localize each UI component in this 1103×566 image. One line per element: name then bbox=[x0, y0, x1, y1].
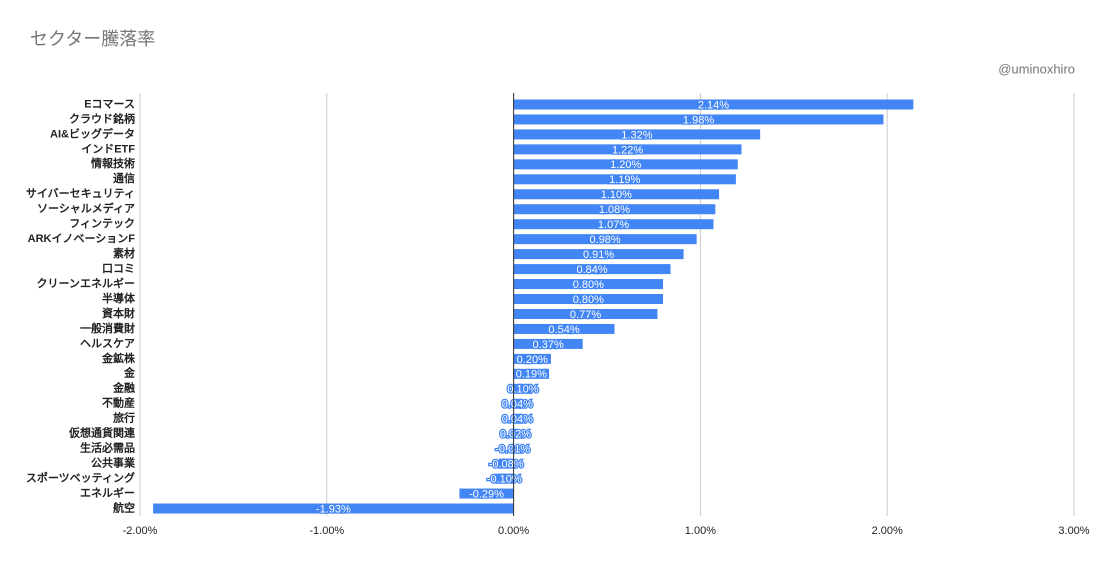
bar bbox=[513, 383, 533, 394]
y-tick-label: 情報技術 bbox=[91, 156, 135, 170]
value-label: 0.04% bbox=[502, 399, 533, 411]
bar bbox=[494, 473, 514, 484]
value-label: 2.14% bbox=[698, 99, 729, 111]
value-label: -0.01% bbox=[495, 444, 530, 456]
bar bbox=[513, 114, 884, 125]
y-tick-label: ARKイノベーションF bbox=[28, 232, 136, 245]
y-tick-label: 素材 bbox=[113, 246, 135, 260]
value-label: 1.10% bbox=[601, 189, 632, 201]
bar bbox=[498, 458, 514, 469]
bar bbox=[153, 503, 514, 514]
value-label: 0.02% bbox=[500, 429, 531, 441]
x-tick-label: 1.00% bbox=[685, 525, 716, 537]
bar bbox=[513, 398, 522, 409]
y-tick-label: 旅行 bbox=[113, 411, 135, 425]
value-label: 1.20% bbox=[610, 159, 641, 171]
value-label: 0.19% bbox=[516, 369, 547, 381]
value-label: 1.98% bbox=[683, 114, 714, 126]
y-tick-label: 不動産 bbox=[102, 396, 135, 410]
y-tick-label: ソーシャルメディア bbox=[37, 201, 135, 215]
bar bbox=[513, 264, 671, 275]
value-label: -0.08% bbox=[489, 459, 524, 471]
value-label: 0.80% bbox=[573, 294, 604, 306]
value-label: 0.54% bbox=[548, 324, 579, 336]
y-tick-label: エネルギー bbox=[80, 485, 135, 499]
y-tick-label: 一般消費財 bbox=[80, 321, 135, 335]
x-tick-label: -1.00% bbox=[309, 525, 344, 537]
bar bbox=[513, 159, 738, 170]
bar bbox=[513, 308, 658, 319]
y-tick-label: 仮想通貨関連 bbox=[68, 426, 136, 440]
value-label: 0.37% bbox=[533, 339, 564, 351]
bar bbox=[513, 189, 720, 200]
y-tick-label: スポーツベッティング bbox=[26, 470, 135, 484]
bar bbox=[513, 144, 742, 155]
value-label: 0.04% bbox=[502, 414, 533, 426]
y-tick-label: クラウド銘柄 bbox=[69, 111, 135, 125]
value-label: 1.19% bbox=[609, 174, 640, 186]
x-tick-label: 0.00% bbox=[498, 525, 529, 537]
value-label: 0.20% bbox=[517, 354, 548, 366]
chart-subtitle: @uminoxhiro bbox=[998, 61, 1075, 76]
value-label: 1.22% bbox=[612, 144, 643, 156]
x-tick-label: 3.00% bbox=[1058, 525, 1089, 537]
bar bbox=[513, 129, 761, 140]
y-tick-label: 口コミ bbox=[102, 262, 135, 275]
value-label: -0.10% bbox=[487, 473, 522, 485]
value-label: 1.07% bbox=[598, 219, 629, 231]
y-tick-label: 金融 bbox=[112, 381, 135, 395]
value-label: 1.32% bbox=[621, 129, 652, 141]
y-tick-label: 半導体 bbox=[102, 291, 136, 305]
y-tick-label: フィンテック bbox=[69, 217, 135, 230]
bar bbox=[513, 428, 518, 439]
value-label: -1.93% bbox=[316, 503, 351, 515]
value-label: 0.10% bbox=[507, 384, 538, 396]
bar bbox=[513, 99, 914, 110]
y-tick-label: 航空 bbox=[113, 500, 135, 514]
bar bbox=[511, 443, 514, 454]
bar bbox=[513, 294, 664, 305]
bar bbox=[513, 368, 550, 379]
value-label: 0.84% bbox=[576, 264, 607, 276]
bar bbox=[513, 279, 664, 290]
value-label: -0.29% bbox=[469, 488, 504, 500]
y-tick-label: インドETF bbox=[81, 142, 135, 155]
bar bbox=[513, 174, 736, 185]
value-label: 0.77% bbox=[570, 309, 601, 321]
y-tick-label: ヘルスケア bbox=[80, 337, 135, 350]
bar bbox=[513, 249, 684, 260]
bar bbox=[513, 204, 716, 215]
y-tick-label: AI&ビッグデータ bbox=[50, 126, 135, 140]
y-tick-label: 生活必需品 bbox=[80, 441, 135, 455]
chart-title: セクター騰落率 bbox=[30, 29, 155, 49]
y-tick-label: サイバーセキュリティ bbox=[26, 187, 135, 200]
y-tick-label: 公共事業 bbox=[91, 456, 136, 470]
bar bbox=[513, 338, 583, 349]
value-label: 0.80% bbox=[573, 279, 604, 291]
y-tick-label: 資本財 bbox=[102, 306, 135, 320]
y-tick-label: Eコマース bbox=[84, 98, 135, 110]
y-tick-label: クリーンエネルギー bbox=[37, 276, 135, 290]
x-tick-label: 2.00% bbox=[872, 525, 903, 537]
bar bbox=[513, 234, 697, 245]
bar bbox=[513, 323, 615, 334]
y-tick-label: 通信 bbox=[113, 171, 135, 185]
bar bbox=[459, 488, 514, 499]
y-tick-label: 金 bbox=[123, 366, 136, 380]
x-tick-label: -2.00% bbox=[123, 525, 158, 537]
value-label: 1.08% bbox=[599, 204, 630, 216]
bar bbox=[513, 413, 522, 424]
y-tick-label: 金鉱株 bbox=[101, 351, 136, 365]
value-label: 0.98% bbox=[590, 234, 621, 246]
bar bbox=[513, 353, 551, 364]
bar bbox=[513, 219, 714, 230]
value-label: 0.91% bbox=[583, 249, 614, 261]
